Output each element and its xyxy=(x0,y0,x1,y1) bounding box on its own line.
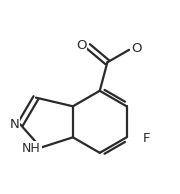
Text: F: F xyxy=(143,132,150,145)
Text: NH: NH xyxy=(22,142,41,155)
Text: N: N xyxy=(10,118,19,131)
Text: O: O xyxy=(131,42,141,55)
Text: O: O xyxy=(76,39,86,52)
